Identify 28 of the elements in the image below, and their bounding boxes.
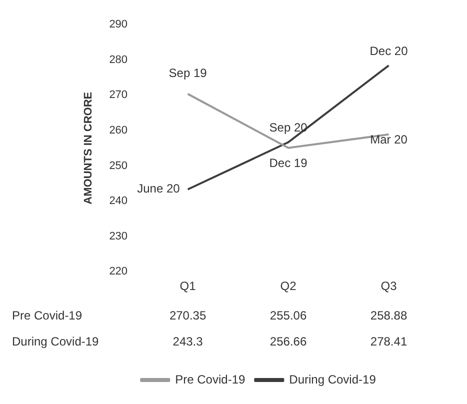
x-tick-label: Q2 xyxy=(280,279,297,294)
data-label: 278.41 xyxy=(370,334,408,348)
y-tick-label: 230 xyxy=(109,230,128,242)
y-axis-title: AMOUNTS IN CRORE xyxy=(82,92,95,204)
annotation: Dec 19 xyxy=(269,156,308,170)
text: During Covid-19 xyxy=(12,334,99,348)
data-label: 270.35 xyxy=(169,308,206,322)
data-label: 255.06 xyxy=(270,308,307,322)
y-tick-label: 270 xyxy=(109,89,128,102)
y-tick-label: 280 xyxy=(109,54,128,66)
y-tick-label: 250 xyxy=(109,160,128,172)
legend-label: During Covid-19 xyxy=(289,372,376,386)
legend-label: Pre Covid-19 xyxy=(175,372,246,386)
annotation: Sep 20 xyxy=(269,120,308,135)
data-label: 258.88 xyxy=(370,308,408,322)
annotation: June 20 xyxy=(137,182,180,196)
x-tick-label: Q3 xyxy=(380,279,398,294)
y-tick-label: 220 xyxy=(109,266,128,278)
text: Pre Covid-19 xyxy=(12,308,82,322)
data-label: 256.66 xyxy=(270,334,307,348)
data-label: 243.3 xyxy=(172,334,204,348)
y-tick-label: 240 xyxy=(109,195,128,208)
y-tick-label: 290 xyxy=(109,18,128,31)
annotation: Sep 19 xyxy=(168,66,208,80)
y-tick-label: 260 xyxy=(109,124,128,136)
annotation: Dec 20 xyxy=(370,44,408,58)
x-tick-label: Q1 xyxy=(180,279,196,294)
annotation: Mar 20 xyxy=(370,132,408,147)
